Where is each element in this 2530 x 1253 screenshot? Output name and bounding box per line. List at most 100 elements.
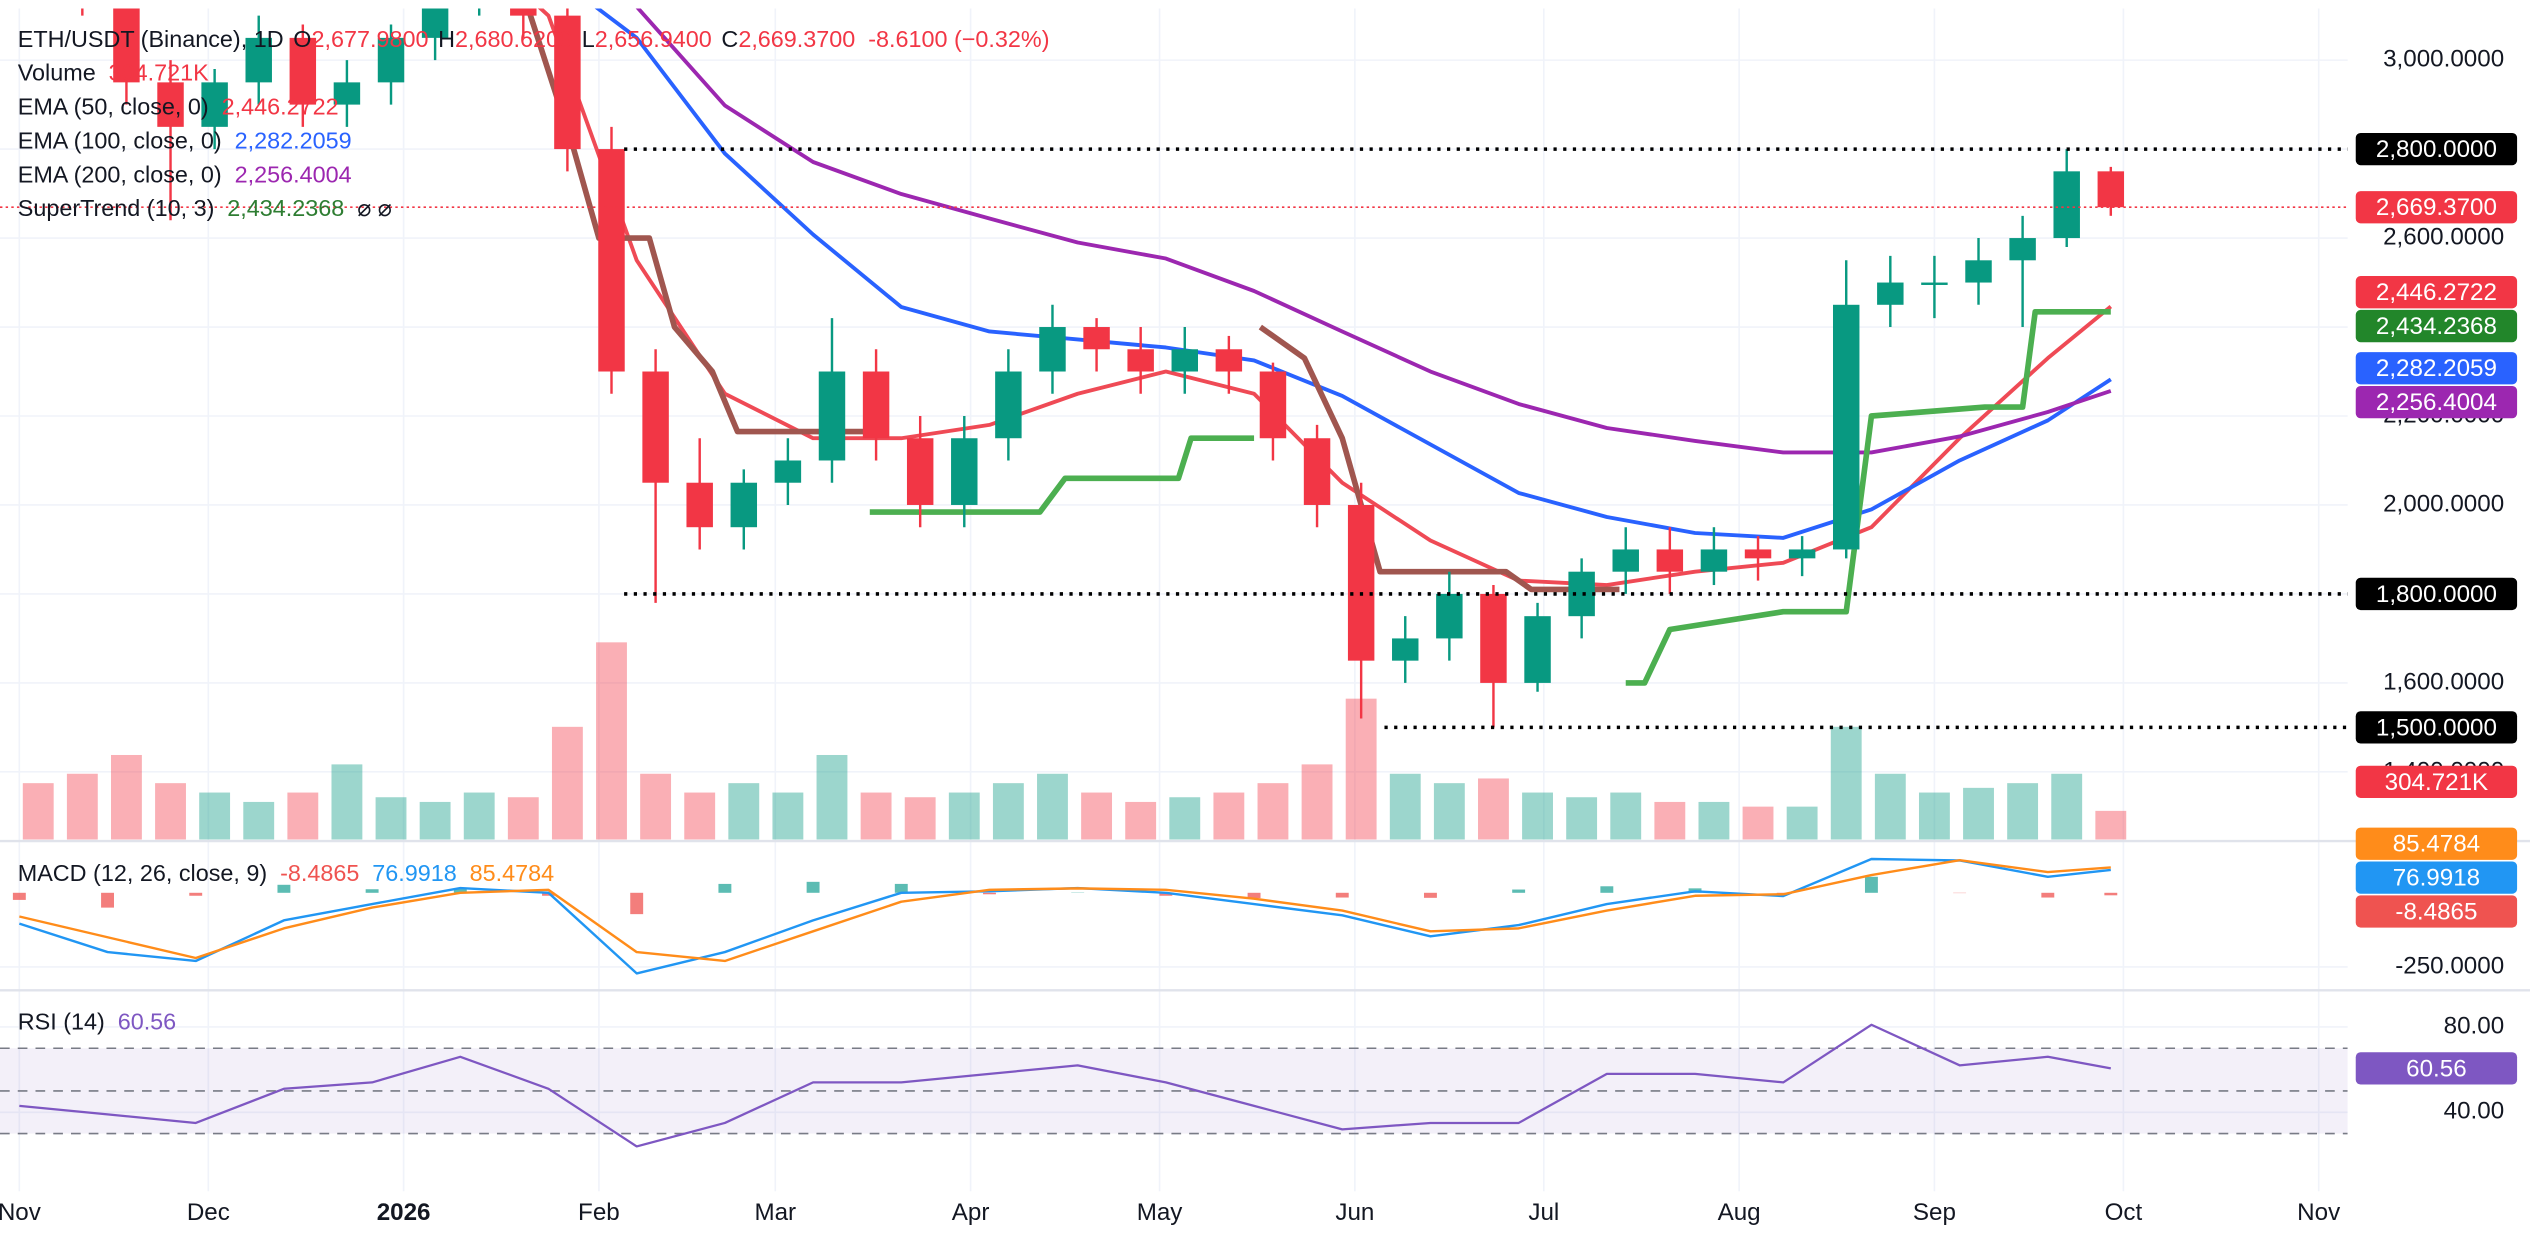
indicator-icons: ⌀ ⌀	[357, 195, 392, 221]
candle-body	[1259, 371, 1287, 439]
volume-bar	[375, 797, 407, 840]
price-label-box	[2355, 309, 2518, 343]
price-pane	[0, 8, 2348, 840]
indicator-name: EMA (200, close, 0)	[18, 161, 222, 187]
grid	[0, 8, 2348, 1192]
indicator-name: MACD (12, 26, close, 9)	[18, 860, 267, 886]
volume-bar	[684, 792, 716, 840]
ohlc-key: H	[438, 26, 455, 52]
price-label: 2,282.2059	[2376, 355, 2497, 382]
candle-body	[642, 371, 669, 483]
price-label-box	[2355, 1052, 2518, 1085]
volume-bar	[551, 726, 583, 840]
x-tick-label: Mar	[754, 1199, 796, 1226]
macd-histogram	[983, 892, 996, 895]
candle-body	[1788, 549, 1816, 559]
legend-row: EMA (200, close, 0) 2,256.4004	[18, 161, 352, 187]
volume-bar	[1963, 787, 1994, 840]
signal-line	[19, 858, 2111, 963]
volume-bar	[1918, 792, 1950, 840]
volume-bar	[463, 792, 495, 840]
macd-histogram	[12, 892, 26, 900]
price-change: -8.6100 (−0.32%)	[868, 26, 1049, 52]
ema-line	[537, 8, 2113, 587]
y-tick-label: 40.00	[2444, 1098, 2505, 1125]
y-tick-label: 2,000.0000	[2383, 490, 2504, 517]
candle-body	[1436, 593, 1463, 639]
legend-row: MACD (12, 26, close, 9) -8.4865 76.9918 85.…	[18, 860, 554, 886]
background	[0, 8, 2530, 1245]
candle-body	[1612, 549, 1639, 572]
macd-histogram	[1423, 892, 1437, 898]
volume-bar	[110, 754, 142, 840]
ohlc-key: L	[582, 26, 595, 52]
price-label-box	[2355, 711, 2518, 744]
volume-bar	[287, 792, 319, 840]
indicator-value: 304.721K	[109, 60, 209, 86]
candle-body	[1215, 349, 1243, 372]
ohlc-value: 2,680.6200	[455, 26, 572, 52]
legend-row: RSI (14) 60.56	[18, 1009, 176, 1035]
volume-bar	[2095, 810, 2127, 840]
price-label-box	[2355, 276, 2518, 309]
volume-bar	[1389, 773, 1421, 840]
price-label-box	[2355, 765, 2518, 798]
volume-bar	[1081, 792, 1113, 840]
candle-body	[510, 8, 537, 16]
candle-body	[245, 37, 272, 83]
indicator-name: RSI (14)	[18, 1009, 105, 1035]
candle-body	[1171, 349, 1198, 372]
legend-row: Volume 304.721K	[18, 60, 209, 86]
indicator-value: 76.9918	[372, 860, 456, 886]
volume-bar	[1742, 806, 1774, 840]
indicator-name: SuperTrend (10, 3)	[18, 195, 215, 221]
volume-bar	[1169, 797, 1201, 840]
volume-bar	[2051, 773, 2083, 840]
axes: Nov Dec 2026 Feb Mar Apr May Jun Jul Aug Sep Oct Nov…	[0, 46, 2518, 1226]
volume-bar	[1037, 773, 1068, 840]
candle-body	[1568, 571, 1595, 617]
candle-body	[157, 82, 184, 127]
ohlc-key: C	[721, 26, 738, 52]
volume-bar	[1654, 801, 1686, 840]
supertrend-down	[525, 8, 1620, 593]
macd-histogram	[1600, 886, 1614, 893]
volume-bar	[22, 783, 54, 840]
volume-bar	[419, 801, 451, 840]
candle-body	[2097, 171, 2125, 208]
ohlc-value: 2,677.9800	[311, 26, 428, 52]
macd-histogram	[189, 892, 203, 896]
volume-bar	[1257, 783, 1289, 840]
ema-line	[635, 8, 2112, 455]
candle-body	[1965, 260, 1992, 283]
volume-bar	[1610, 792, 1642, 840]
price-label: 60.56	[2406, 1055, 2467, 1082]
candle-body	[1832, 304, 1860, 550]
macd-histogram	[630, 892, 644, 915]
price-label-box	[2355, 827, 2518, 860]
legend-row: EMA (100, close, 0) 2,282.2059	[18, 128, 352, 154]
y-tick-label: 80.00	[2444, 1012, 2505, 1039]
volume-bar	[1433, 783, 1465, 840]
price-label: 2,669.3700	[2376, 194, 2497, 221]
x-tick-label: Feb	[578, 1199, 620, 1226]
price-label: 2,256.4004	[2376, 389, 2497, 416]
candle-body	[1700, 549, 1728, 572]
y-tick-label: 1,600.0000	[2383, 668, 2504, 695]
macd-histogram	[1335, 892, 1349, 898]
price-label-box	[2355, 385, 2518, 419]
candle-body	[1480, 593, 1507, 683]
macd-histogram	[806, 881, 820, 893]
macd-histogram	[1512, 889, 1526, 893]
ema-line	[594, 8, 2112, 540]
price-label: 304.721K	[2385, 769, 2489, 796]
rsi-pane	[0, 1023, 2348, 1148]
volume-bar	[2007, 783, 2039, 840]
price-label-box	[2355, 895, 2518, 928]
candle-body	[995, 371, 1022, 439]
candle-body	[1392, 638, 1419, 661]
macd-histogram	[2104, 892, 2118, 896]
x-tick-label: Jul	[1528, 1199, 1559, 1226]
candle-body	[598, 149, 625, 372]
indicator-name: Volume	[18, 60, 96, 86]
